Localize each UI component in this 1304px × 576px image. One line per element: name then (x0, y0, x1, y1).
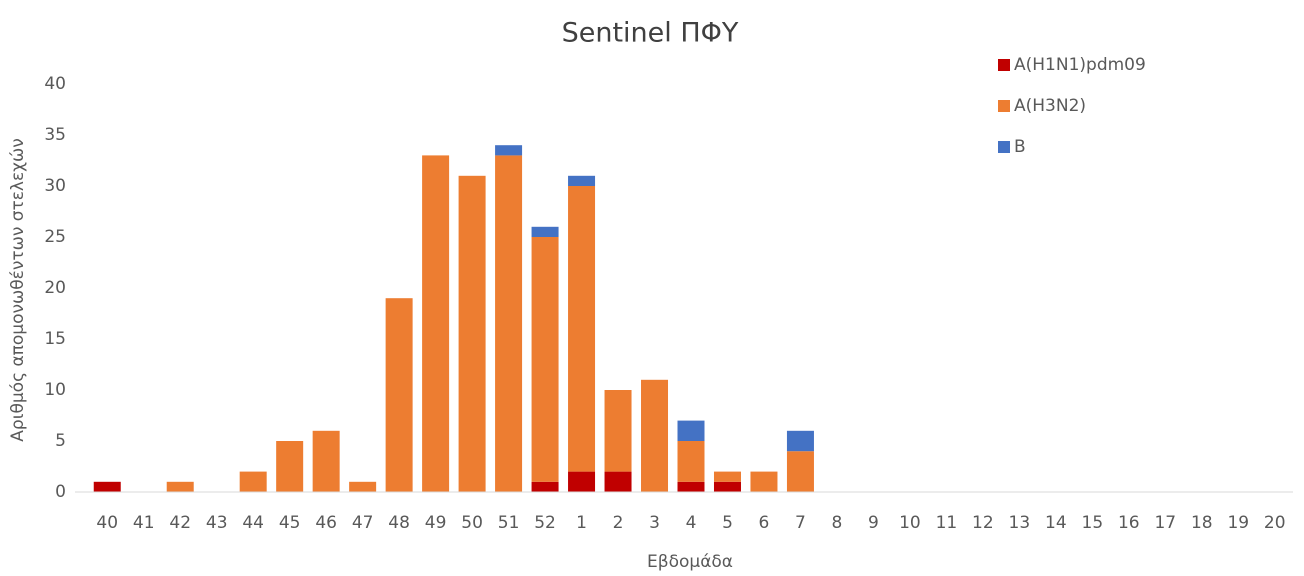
legend-label: A(H3N2) (1014, 96, 1086, 116)
x-tick-label: 48 (388, 513, 410, 533)
bar-segment (312, 430, 340, 492)
bar-segment (458, 175, 486, 493)
legend-label: B (1014, 137, 1026, 157)
x-tick-label: 3 (649, 513, 660, 533)
y-tick-label: 10 (44, 380, 66, 400)
y-tick-label: 15 (44, 329, 66, 349)
legend-swatch (998, 59, 1010, 71)
y-tick-label: 25 (44, 227, 66, 247)
x-tick-label: 45 (279, 513, 301, 533)
x-tick-label: 2 (613, 513, 624, 533)
y-tick-label: 35 (44, 125, 66, 145)
x-tick-label: 52 (534, 513, 556, 533)
x-tick-label: 7 (795, 513, 806, 533)
x-tick-label: 16 (1118, 513, 1140, 533)
x-tick-label: 49 (425, 513, 447, 533)
legend-label: A(H1N1)pdm09 (1014, 55, 1146, 75)
bar-segment (786, 430, 814, 452)
bar-segment (604, 390, 632, 472)
x-tick-label: 51 (498, 513, 520, 533)
legend-swatch (998, 100, 1010, 112)
x-tick-label: 43 (206, 513, 228, 533)
x-tick-label: 20 (1264, 513, 1286, 533)
bar-segment (495, 145, 523, 156)
bar-segment (677, 420, 705, 441)
bar-segment (531, 237, 559, 482)
y-tick-label: 0 (55, 482, 66, 502)
x-tick-label: 46 (315, 513, 337, 533)
y-tick-label: 5 (55, 431, 66, 451)
y-tick-label: 30 (44, 176, 66, 196)
bar-segment (786, 451, 814, 492)
x-tick-label: 19 (1227, 513, 1249, 533)
x-tick-label: 1 (576, 513, 587, 533)
x-tick-label: 18 (1191, 513, 1213, 533)
bar-segment (531, 226, 559, 237)
bar-segment (641, 379, 669, 492)
bar-segment (713, 471, 741, 482)
x-tick-label: 47 (352, 513, 374, 533)
bar-segment (422, 155, 450, 492)
bar-segment (568, 186, 596, 472)
chart-title: Sentinel ΠΦΥ (562, 18, 739, 49)
x-tick-label: 42 (169, 513, 191, 533)
x-tick-label: 4 (686, 513, 697, 533)
bar-segment (93, 481, 121, 492)
x-tick-label: 15 (1082, 513, 1104, 533)
x-tick-label: 50 (461, 513, 483, 533)
bar-segment (166, 481, 194, 492)
x-tick-label: 12 (972, 513, 994, 533)
bar-segment (495, 155, 523, 492)
x-tick-label: 6 (759, 513, 770, 533)
bar-segment (677, 481, 705, 492)
x-tick-label: 5 (722, 513, 733, 533)
x-tick-label: 11 (936, 513, 958, 533)
y-tick-label: 20 (44, 278, 66, 298)
bar-segment (349, 481, 377, 492)
y-tick-label: 40 (44, 74, 66, 94)
bar-segment (713, 481, 741, 492)
bar-segment (604, 471, 632, 492)
bar-segment (750, 471, 778, 492)
x-tick-label: 13 (1009, 513, 1031, 533)
x-tick-label: 41 (133, 513, 155, 533)
y-axis-label: Αριθμός απομονωθέντων στελεχών (8, 138, 28, 441)
bar-segment (568, 471, 596, 492)
legend-swatch (998, 141, 1010, 153)
bar-segment (385, 298, 413, 492)
x-tick-label: 40 (96, 513, 118, 533)
x-axis-label: Εβδομάδα (647, 552, 733, 572)
x-tick-label: 9 (868, 513, 879, 533)
bar-segment (531, 481, 559, 492)
bar-segment (239, 471, 267, 492)
x-tick-label: 8 (832, 513, 843, 533)
x-tick-label: 17 (1154, 513, 1176, 533)
bar-segment (677, 441, 705, 482)
x-tick-label: 10 (899, 513, 921, 533)
bar-segment (276, 441, 304, 492)
x-tick-label: 14 (1045, 513, 1067, 533)
bar-segment (568, 175, 596, 186)
x-tick-label: 44 (242, 513, 264, 533)
